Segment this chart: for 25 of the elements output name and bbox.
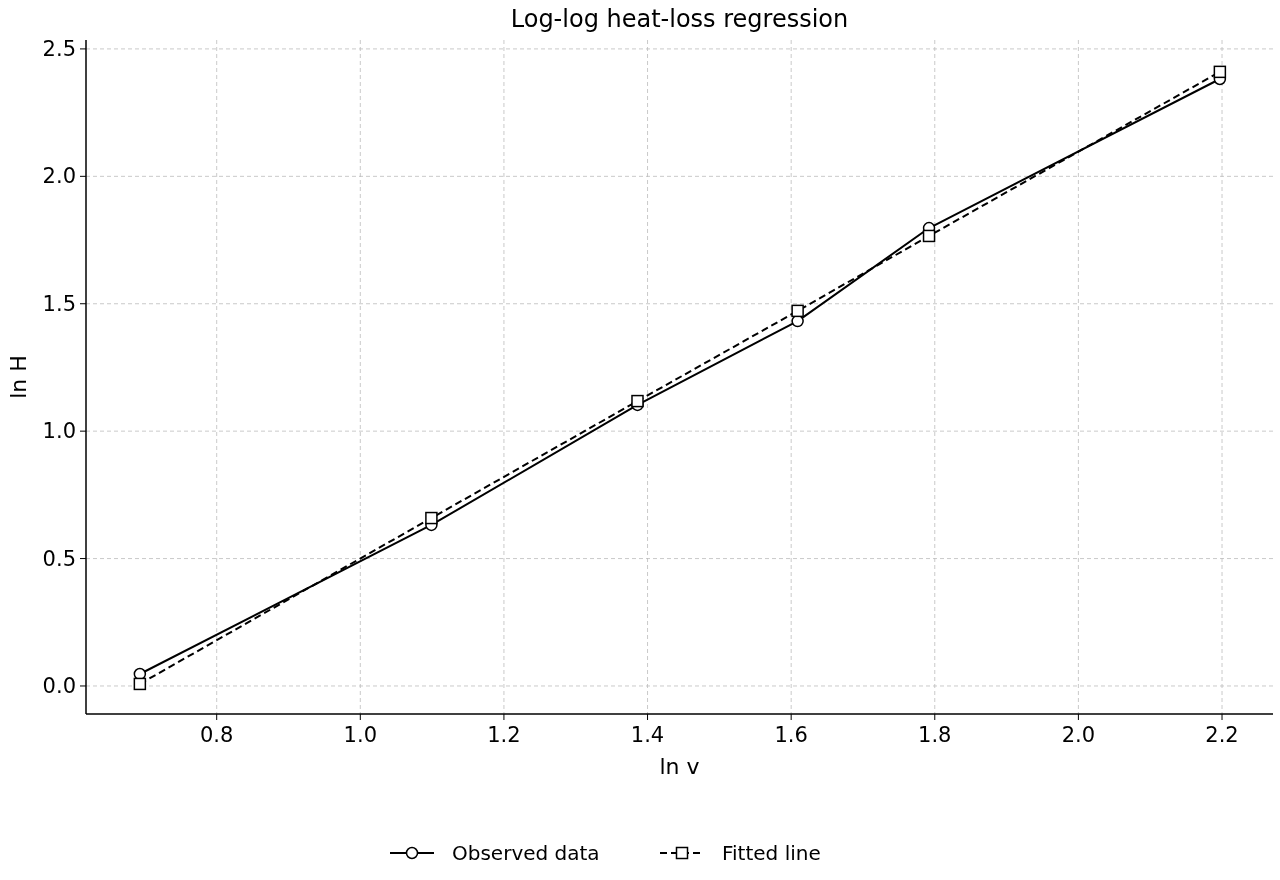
legend-label: Fitted line bbox=[722, 841, 821, 865]
x-tick-label: 1.0 bbox=[343, 723, 378, 747]
y-tick-label: 0.5 bbox=[42, 546, 76, 571]
point bbox=[631, 394, 644, 408]
y-axis-title: ln H bbox=[6, 355, 31, 399]
point bbox=[922, 229, 936, 243]
y-tick-label: 0.0 bbox=[42, 673, 76, 698]
x-tick-label: 1.6 bbox=[774, 723, 808, 747]
chart-title: Log-log heat-loss regression bbox=[510, 5, 849, 33]
point bbox=[133, 677, 147, 691]
legend-label: Observed data bbox=[452, 841, 600, 865]
y-tick-label: 1.0 bbox=[42, 419, 76, 444]
x-tick-label: 2.2 bbox=[1205, 723, 1239, 747]
x-tick-label: 1.8 bbox=[918, 723, 952, 747]
point bbox=[791, 304, 804, 318]
y-tick-label: 1.5 bbox=[42, 291, 76, 316]
point bbox=[1213, 65, 1227, 79]
x-axis-title: ln v bbox=[659, 754, 700, 779]
y-tick-label: 2.5 bbox=[42, 36, 76, 61]
x-tick-label: 1.4 bbox=[630, 723, 665, 747]
y-tick-label: 2.0 bbox=[42, 164, 76, 189]
x-tick-label: 1.2 bbox=[487, 723, 521, 747]
x-tick-label: 2.0 bbox=[1061, 723, 1096, 747]
point bbox=[425, 511, 438, 525]
x-tick-label: 0.8 bbox=[199, 723, 234, 747]
